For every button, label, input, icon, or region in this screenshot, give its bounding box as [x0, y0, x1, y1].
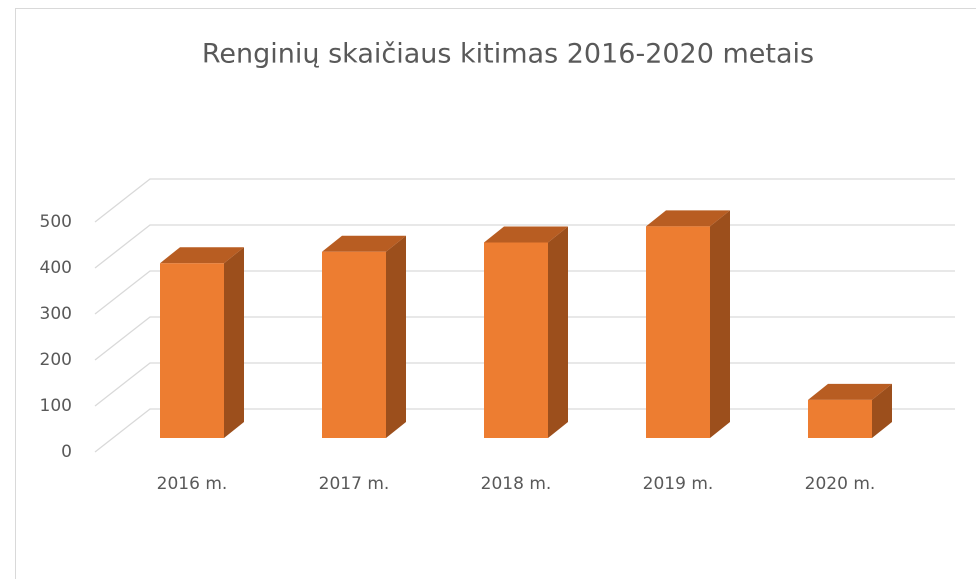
chart-title: Renginių skaičiaus kitimas 2016-2020 met…	[202, 39, 814, 70]
bar-side	[872, 383, 892, 438]
bar-top	[646, 210, 730, 227]
bar-top	[484, 226, 568, 243]
y-tick-label: 100	[40, 396, 72, 416]
y-tick-label: 400	[40, 258, 72, 278]
bar-front	[484, 242, 548, 438]
bar-side	[386, 235, 406, 438]
x-tick-label: 2016 m.	[157, 474, 228, 494]
bar-front	[160, 263, 224, 438]
bar-side	[710, 210, 730, 438]
bar-top	[160, 247, 244, 264]
bar-top	[808, 383, 892, 400]
bar	[484, 226, 568, 438]
x-tick-label: 2020 m.	[805, 474, 876, 494]
x-tick-label: 2019 m.	[643, 474, 714, 494]
bar-front	[808, 399, 872, 438]
bar-side	[548, 226, 568, 438]
bar-front	[646, 226, 710, 438]
y-tick-label: 300	[40, 304, 72, 324]
bar-front	[322, 251, 386, 438]
bar	[646, 210, 730, 438]
bar-top	[322, 235, 406, 252]
chart-border	[15, 8, 976, 579]
x-tick-label: 2018 m.	[481, 474, 552, 494]
y-tick-label: 200	[40, 350, 72, 370]
x-tick-label: 2017 m.	[319, 474, 390, 494]
grid-line	[94, 178, 955, 223]
bar	[322, 235, 406, 438]
bar-side	[224, 247, 244, 438]
y-tick-label: 500	[40, 212, 72, 232]
y-tick-label: 0	[61, 442, 72, 462]
bar	[160, 247, 244, 438]
bar	[808, 383, 892, 438]
